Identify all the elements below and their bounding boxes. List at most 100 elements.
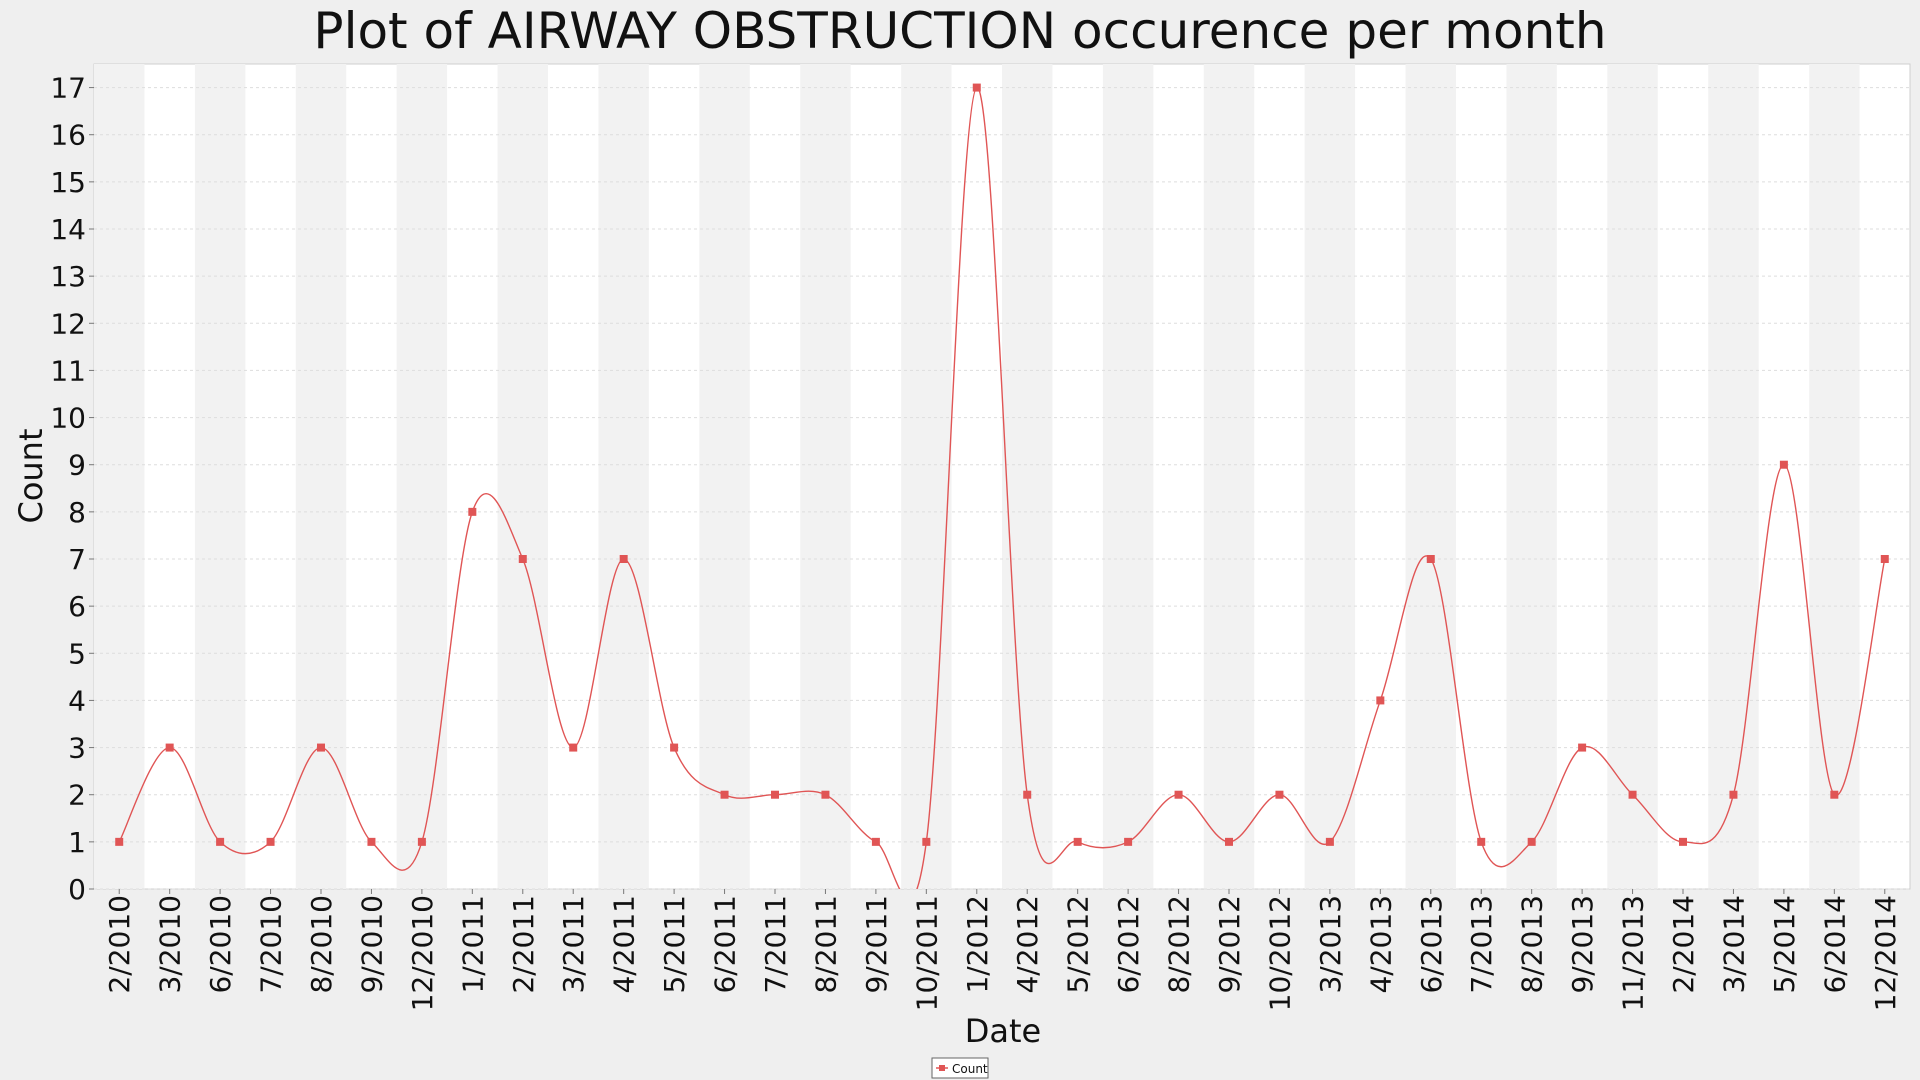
data-point-marker (417, 837, 426, 846)
legend-box (931, 1057, 989, 1079)
y-tick-label: 10 (50, 402, 86, 435)
x-tick-label: 5/2012 (1062, 895, 1095, 994)
x-tick-label: 9/2013 (1566, 895, 1599, 994)
y-tick-label: 6 (68, 590, 86, 623)
data-point-marker (1325, 837, 1334, 846)
y-tick-label: 1 (68, 826, 86, 859)
data-point-marker (518, 555, 527, 563)
legend: Count (931, 1057, 989, 1079)
x-tick-label: 6/2013 (1415, 895, 1448, 994)
data-point-marker (367, 837, 376, 846)
x-tick-label: 3/2010 (154, 895, 187, 994)
x-tick-label: 2/2011 (507, 895, 540, 994)
data-point-marker (821, 790, 830, 799)
data-point-marker (569, 743, 578, 752)
category-band (94, 64, 145, 889)
y-tick-label: 15 (50, 166, 86, 199)
y-tick-label: 16 (50, 119, 86, 152)
y-tick-label: 14 (50, 213, 86, 246)
x-tick-label: 9/2011 (860, 895, 893, 994)
x-tick-label: 8/2012 (1163, 895, 1196, 994)
x-tick-label: 1/2012 (961, 895, 994, 994)
data-point-marker (165, 743, 174, 752)
data-point-marker (1225, 837, 1233, 846)
y-tick-label: 13 (50, 260, 86, 293)
data-point-marker (771, 790, 779, 799)
x-tick-label: 3/2011 (557, 895, 590, 994)
gridlines (94, 87, 1910, 890)
category-band (1607, 64, 1658, 889)
x-tick-label: 5/2014 (1768, 895, 1801, 994)
plot-area (93, 63, 1911, 890)
y-tick-label: 4 (68, 684, 86, 717)
x-tick-label: 1/2011 (456, 895, 489, 994)
y-tick-label: 2 (68, 779, 86, 812)
y-tick-label: 0 (68, 873, 86, 906)
data-point-marker (1073, 837, 1082, 846)
data-point-marker (1779, 460, 1788, 469)
x-tick-label: 9/2012 (1213, 895, 1246, 994)
x-tick-label: 3/2013 (1314, 895, 1347, 994)
x-tick-label: 6/2012 (1112, 895, 1145, 994)
y-tick-label: 3 (68, 732, 86, 765)
data-point-marker (1376, 696, 1385, 705)
data-point-marker (1174, 790, 1183, 799)
data-point-marker (922, 837, 931, 846)
category-band (194, 64, 246, 889)
category-band (295, 64, 347, 889)
x-tick-label: 4/2013 (1364, 895, 1397, 994)
x-tick-label: 2/2014 (1667, 895, 1700, 994)
data-point-marker (1426, 555, 1435, 563)
y-tick-label: 8 (68, 496, 86, 529)
data-point-marker (1628, 790, 1637, 799)
data-point-marker (871, 837, 880, 846)
data-point-marker (1729, 790, 1738, 799)
x-tick-label: 5/2011 (658, 895, 691, 994)
data-point-marker (216, 837, 225, 846)
x-tick-label: 8/2013 (1516, 895, 1549, 994)
data-point-marker (1275, 790, 1284, 799)
category-band (1102, 64, 1154, 889)
category-band (800, 64, 851, 889)
data-point-marker (1023, 790, 1032, 799)
data-point-marker (1124, 837, 1133, 846)
y-tick-label: 12 (50, 307, 86, 340)
y-tick-label: 17 (50, 72, 86, 105)
legend-label: Count (952, 1062, 988, 1076)
data-markers (115, 83, 1889, 846)
x-axis: 2/2010 3/2010 6/2010 7/2010 8/2010 9/2010 12/2… (103, 889, 1902, 1011)
x-tick-label: 12/2014 (1869, 895, 1902, 1011)
x-tick-label: 2/2010 (103, 895, 136, 994)
y-tick-label: 7 (68, 543, 86, 576)
data-point-marker (1527, 837, 1536, 846)
x-tick-label: 11/2013 (1617, 895, 1650, 1011)
series-line-count (118, 86, 1886, 889)
x-tick-label: 10/2012 (1263, 895, 1296, 1011)
chart-title: Plot of AIRWAY OBSTRUCTION occurence per… (313, 2, 1606, 60)
x-tick-label: 4/2012 (1011, 895, 1044, 994)
data-point-marker (720, 790, 729, 799)
y-axis-label: Count (12, 428, 50, 523)
x-tick-label: 8/2011 (809, 895, 842, 994)
data-point-marker (115, 837, 124, 846)
x-tick-label: 3/2014 (1717, 895, 1750, 994)
category-band (1002, 64, 1053, 889)
data-point-marker (266, 837, 275, 846)
category-band (901, 64, 952, 889)
category-band (497, 64, 548, 889)
y-tick-label: 11 (50, 354, 86, 387)
category-band (1304, 64, 1356, 889)
data-point-marker (619, 555, 628, 563)
category-band (1405, 64, 1456, 889)
data-point-marker (1679, 837, 1687, 846)
category-band (1809, 64, 1860, 889)
x-tick-label: 6/2010 (204, 895, 237, 994)
category-band (699, 64, 750, 889)
data-point-marker (1477, 837, 1486, 846)
data-point-marker (1830, 790, 1839, 799)
x-tick-label: 7/2011 (759, 895, 792, 994)
category-band (598, 64, 649, 889)
data-point-marker (1578, 743, 1587, 752)
